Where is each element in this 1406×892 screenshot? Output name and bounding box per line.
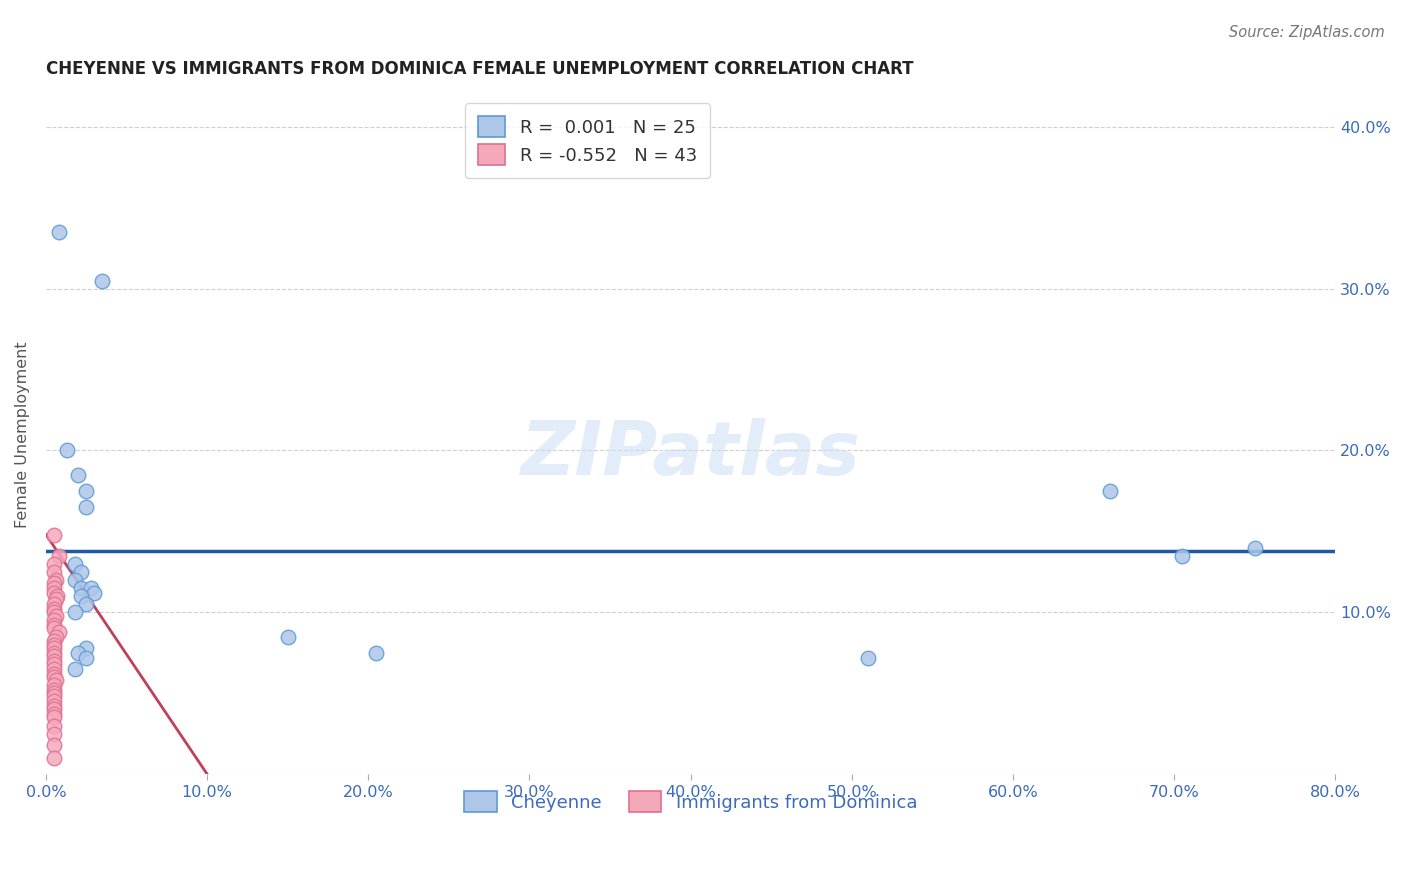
Point bbox=[42, 640, 65, 655]
Point bbox=[42, 694, 65, 708]
Point bbox=[75, 650, 97, 665]
Legend: Cheyenne, Immigrants from Dominica: Cheyenne, Immigrants from Dominica bbox=[453, 780, 928, 823]
Point bbox=[45, 630, 67, 644]
Point bbox=[42, 707, 65, 722]
Point bbox=[42, 576, 65, 591]
Point bbox=[63, 573, 86, 587]
Point bbox=[45, 608, 67, 623]
Point bbox=[42, 654, 65, 668]
Point bbox=[1243, 541, 1265, 555]
Point bbox=[366, 646, 388, 660]
Point bbox=[42, 751, 65, 765]
Point bbox=[45, 592, 67, 607]
Point bbox=[1098, 483, 1121, 498]
Point bbox=[63, 557, 86, 571]
Point bbox=[42, 710, 65, 724]
Point bbox=[42, 622, 65, 636]
Point bbox=[42, 646, 65, 660]
Point bbox=[45, 673, 67, 688]
Point bbox=[80, 581, 103, 595]
Text: ZIPatlas: ZIPatlas bbox=[520, 418, 860, 491]
Point bbox=[42, 718, 65, 732]
Point bbox=[42, 618, 65, 632]
Point bbox=[45, 573, 67, 587]
Point bbox=[42, 666, 65, 681]
Point bbox=[42, 738, 65, 752]
Text: Source: ZipAtlas.com: Source: ZipAtlas.com bbox=[1229, 25, 1385, 40]
Point bbox=[42, 683, 65, 698]
Point bbox=[67, 467, 90, 482]
Point bbox=[42, 690, 65, 704]
Point bbox=[42, 699, 65, 714]
Point bbox=[42, 634, 65, 648]
Point bbox=[42, 565, 65, 579]
Point bbox=[42, 657, 65, 671]
Text: CHEYENNE VS IMMIGRANTS FROM DOMINICA FEMALE UNEMPLOYMENT CORRELATION CHART: CHEYENNE VS IMMIGRANTS FROM DOMINICA FEM… bbox=[46, 60, 914, 78]
Point bbox=[42, 726, 65, 740]
Point bbox=[277, 630, 299, 644]
Point bbox=[856, 650, 879, 665]
Point bbox=[48, 225, 70, 239]
Point bbox=[42, 686, 65, 700]
Point bbox=[70, 589, 93, 603]
Point bbox=[91, 274, 114, 288]
Point bbox=[42, 702, 65, 716]
Point bbox=[67, 646, 90, 660]
Point bbox=[75, 597, 97, 611]
Point bbox=[48, 549, 70, 563]
Point bbox=[42, 678, 65, 692]
Point bbox=[42, 597, 65, 611]
Point bbox=[70, 581, 93, 595]
Point bbox=[70, 565, 93, 579]
Point bbox=[75, 640, 97, 655]
Point bbox=[42, 586, 65, 600]
Point bbox=[83, 586, 105, 600]
Point bbox=[42, 581, 65, 595]
Point bbox=[46, 589, 69, 603]
Y-axis label: Female Unemployment: Female Unemployment bbox=[15, 341, 30, 527]
Point bbox=[75, 500, 97, 515]
Point bbox=[42, 648, 65, 663]
Point bbox=[1171, 549, 1194, 563]
Point bbox=[42, 662, 65, 676]
Point bbox=[63, 662, 86, 676]
Point bbox=[63, 605, 86, 619]
Point bbox=[56, 443, 79, 458]
Point bbox=[42, 614, 65, 628]
Point bbox=[75, 483, 97, 498]
Point bbox=[42, 527, 65, 541]
Point bbox=[42, 670, 65, 684]
Point bbox=[42, 638, 65, 652]
Point bbox=[42, 557, 65, 571]
Point bbox=[48, 624, 70, 639]
Point bbox=[42, 605, 65, 619]
Point bbox=[42, 602, 65, 616]
